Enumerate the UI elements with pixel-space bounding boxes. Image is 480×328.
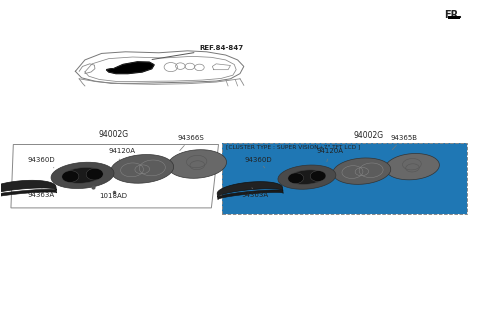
Text: 94363A: 94363A bbox=[241, 188, 268, 197]
Text: 94120A: 94120A bbox=[316, 148, 343, 162]
Polygon shape bbox=[447, 16, 459, 19]
Polygon shape bbox=[333, 158, 391, 184]
Polygon shape bbox=[288, 170, 326, 184]
Text: 94002G: 94002G bbox=[353, 131, 383, 140]
Text: 94120A: 94120A bbox=[109, 148, 136, 160]
Polygon shape bbox=[51, 162, 114, 189]
Polygon shape bbox=[310, 171, 326, 181]
Polygon shape bbox=[107, 62, 154, 73]
Text: 94360D: 94360D bbox=[245, 157, 272, 168]
Text: REF.84-847: REF.84-847 bbox=[152, 45, 243, 59]
Polygon shape bbox=[86, 168, 103, 180]
Polygon shape bbox=[278, 165, 336, 189]
Text: 94002G: 94002G bbox=[98, 130, 129, 139]
Polygon shape bbox=[0, 189, 57, 200]
Polygon shape bbox=[385, 154, 439, 180]
Text: 94360D: 94360D bbox=[28, 157, 55, 168]
Text: [CLUSTER TYPE : SUPER VISION+7" TFT LCD ]: [CLUSTER TYPE : SUPER VISION+7" TFT LCD … bbox=[226, 145, 360, 150]
Text: 94365B: 94365B bbox=[390, 134, 417, 150]
Polygon shape bbox=[0, 180, 57, 197]
Polygon shape bbox=[62, 171, 79, 182]
Polygon shape bbox=[217, 190, 283, 200]
Polygon shape bbox=[168, 150, 227, 178]
Text: FR.: FR. bbox=[444, 10, 462, 20]
Polygon shape bbox=[217, 182, 283, 197]
Bar bbox=[222, 143, 467, 215]
Text: 94363A: 94363A bbox=[28, 188, 55, 197]
Bar bbox=[222, 143, 467, 215]
Text: 1018AD: 1018AD bbox=[99, 192, 128, 199]
Polygon shape bbox=[111, 154, 174, 183]
Text: 94366S: 94366S bbox=[178, 134, 204, 151]
Polygon shape bbox=[62, 168, 103, 183]
Polygon shape bbox=[288, 173, 303, 184]
